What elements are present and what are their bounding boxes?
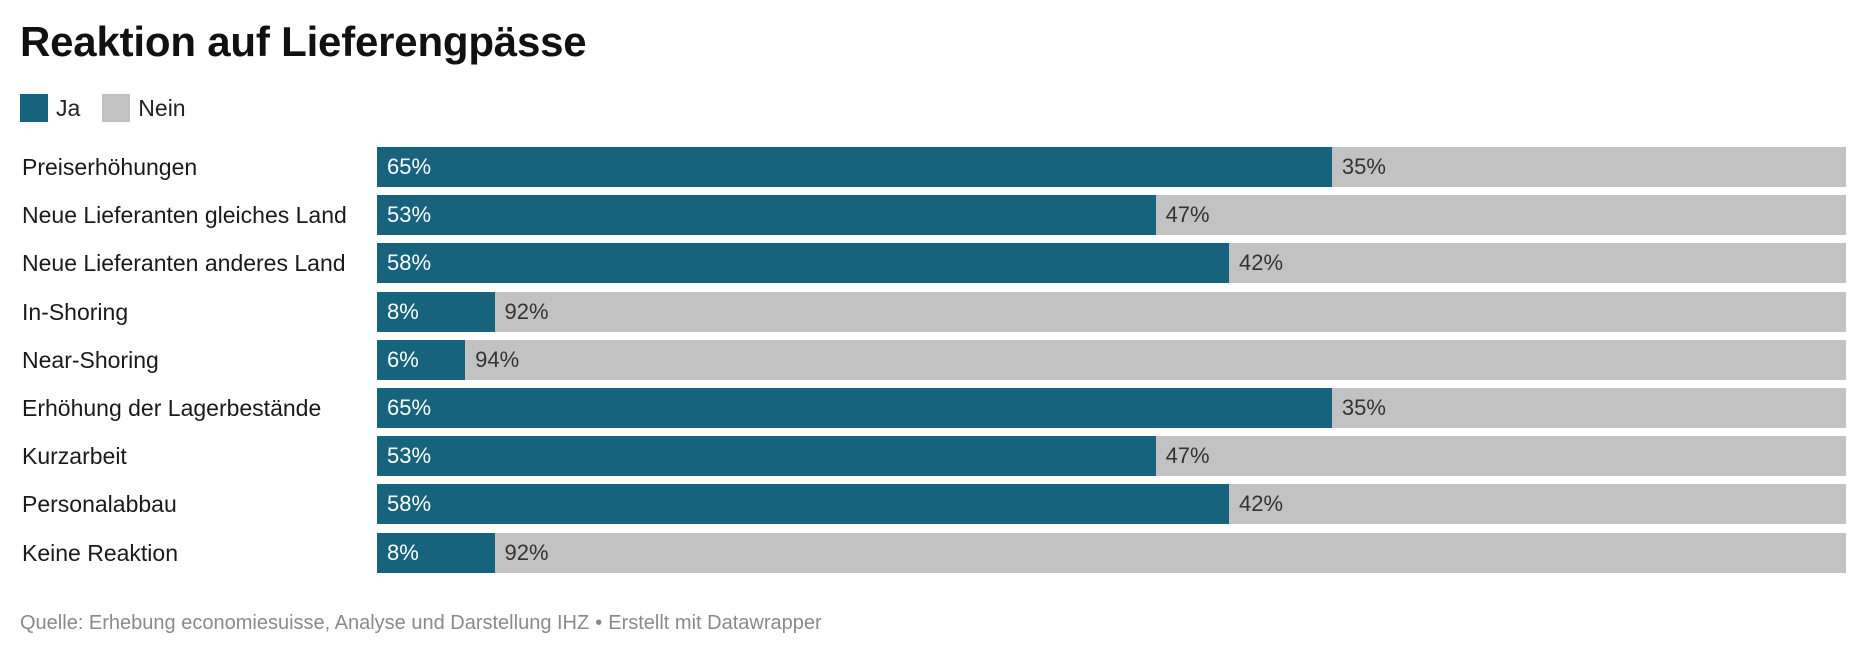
bar-track: 8% 92%: [377, 291, 1846, 332]
source-separator: •: [595, 612, 603, 634]
category-label: Near-Shoring: [22, 346, 159, 373]
category-label: Kurzarbeit: [22, 443, 127, 470]
data-label-nein: 47%: [1165, 443, 1210, 469]
category-label: Neue Lieferanten anderes Land: [22, 250, 346, 277]
bar-row: Near-Shoring 6% 94%: [0, 339, 1866, 380]
bar-segment-ja: 65%: [377, 388, 1332, 428]
data-label-nein: 35%: [1341, 154, 1386, 179]
bar-track: 58% 42%: [377, 243, 1846, 284]
bar-row: Kurzarbeit 53% 47%: [0, 436, 1866, 477]
data-label-nein: 92%: [504, 539, 549, 565]
bar-segment-nein: 92%: [494, 532, 1846, 573]
bar-track: 53% 47%: [377, 195, 1846, 236]
bar-segment-ja: 6%: [377, 339, 466, 380]
bar-track: 53% 47%: [377, 436, 1846, 477]
bar-track: 6% 94%: [377, 339, 1846, 380]
data-label-nein: 92%: [504, 298, 549, 324]
legend-swatch-nein: [102, 94, 131, 122]
bar-segment-ja: 65%: [377, 147, 1332, 187]
category-label: Neue Lieferanten gleiches Land: [22, 202, 347, 229]
category-label: Erhöhung der Lagerbestände: [22, 395, 322, 421]
data-label-nein: 35%: [1341, 395, 1386, 420]
bar-track: 65% 35%: [377, 388, 1846, 428]
source-text: Quelle: Erhebung economiesuisse, Analyse…: [20, 612, 590, 634]
source-credit: Erstellt mit Datawrapper: [608, 612, 822, 634]
bar-segment-ja: 58%: [377, 484, 1230, 525]
bar-row: Erhöhung der Lagerbestände 65% 35%: [0, 388, 1866, 428]
bar-segment-ja: 53%: [377, 195, 1156, 236]
bar-row: Personalabbau 58% 42%: [0, 484, 1866, 525]
data-label-ja: 53%: [387, 202, 432, 228]
category-label: In-Shoring: [22, 298, 129, 325]
bar-segment-nein: 94%: [465, 339, 1846, 380]
data-label-ja: 58%: [387, 491, 432, 517]
bar-row: Preiserhöhungen 65% 35%: [0, 147, 1866, 187]
category-label: Personalabbau: [22, 491, 177, 518]
bar-segment-nein: 92%: [494, 291, 1846, 332]
bar-row: In-Shoring 8% 92%: [0, 291, 1866, 332]
data-label-nein: 47%: [1165, 202, 1210, 228]
bar-segment-nein: 35%: [1331, 147, 1846, 187]
bar-row: Keine Reaktion 8% 92%: [0, 532, 1866, 573]
legend-swatch-ja: [20, 94, 48, 122]
bar-segment-nein: 35%: [1331, 388, 1846, 428]
legend-item-nein: Nein: [102, 94, 186, 122]
bar-segment-nein: 47%: [1155, 195, 1846, 236]
bar-segment-nein: 47%: [1155, 436, 1846, 477]
bar-row: Neue Lieferanten anderes Land 58% 42%: [0, 243, 1866, 284]
data-label-nein: 42%: [1239, 250, 1284, 276]
source-note: Quelle: Erhebung economiesuisse, Analyse…: [20, 612, 822, 635]
data-label-ja: 65%: [387, 154, 432, 179]
bar-segment-nein: 42%: [1229, 243, 1846, 284]
bar-segment-ja: 8%: [377, 291, 495, 332]
data-label-nein: 94%: [475, 346, 520, 372]
data-label-ja: 58%: [387, 250, 432, 276]
data-label-ja: 8%: [387, 539, 419, 565]
bar-segment-nein: 42%: [1229, 484, 1846, 525]
legend: Ja Nein: [20, 94, 208, 122]
data-label-nein: 42%: [1239, 491, 1284, 517]
data-label-ja: 53%: [387, 443, 432, 469]
bar-segment-ja: 53%: [377, 436, 1156, 477]
data-label-ja: 65%: [387, 395, 432, 420]
category-label: Keine Reaktion: [22, 539, 178, 566]
chart-title: Reaktion auf Lieferengpässe: [20, 18, 587, 65]
bar-row: Neue Lieferanten gleiches Land 53% 47%: [0, 195, 1866, 236]
bar-segment-ja: 8%: [377, 532, 495, 573]
legend-label-ja: Ja: [56, 94, 81, 121]
data-label-ja: 8%: [387, 298, 419, 324]
legend-item-ja: Ja: [20, 94, 80, 122]
bar-track: 58% 42%: [377, 484, 1846, 525]
data-label-ja: 6%: [387, 346, 419, 372]
bar-segment-ja: 58%: [377, 243, 1230, 284]
bar-track: 8% 92%: [377, 532, 1846, 573]
category-label: Preiserhöhungen: [22, 154, 198, 180]
legend-label-nein: Nein: [138, 94, 186, 121]
bar-track: 65% 35%: [377, 147, 1846, 187]
